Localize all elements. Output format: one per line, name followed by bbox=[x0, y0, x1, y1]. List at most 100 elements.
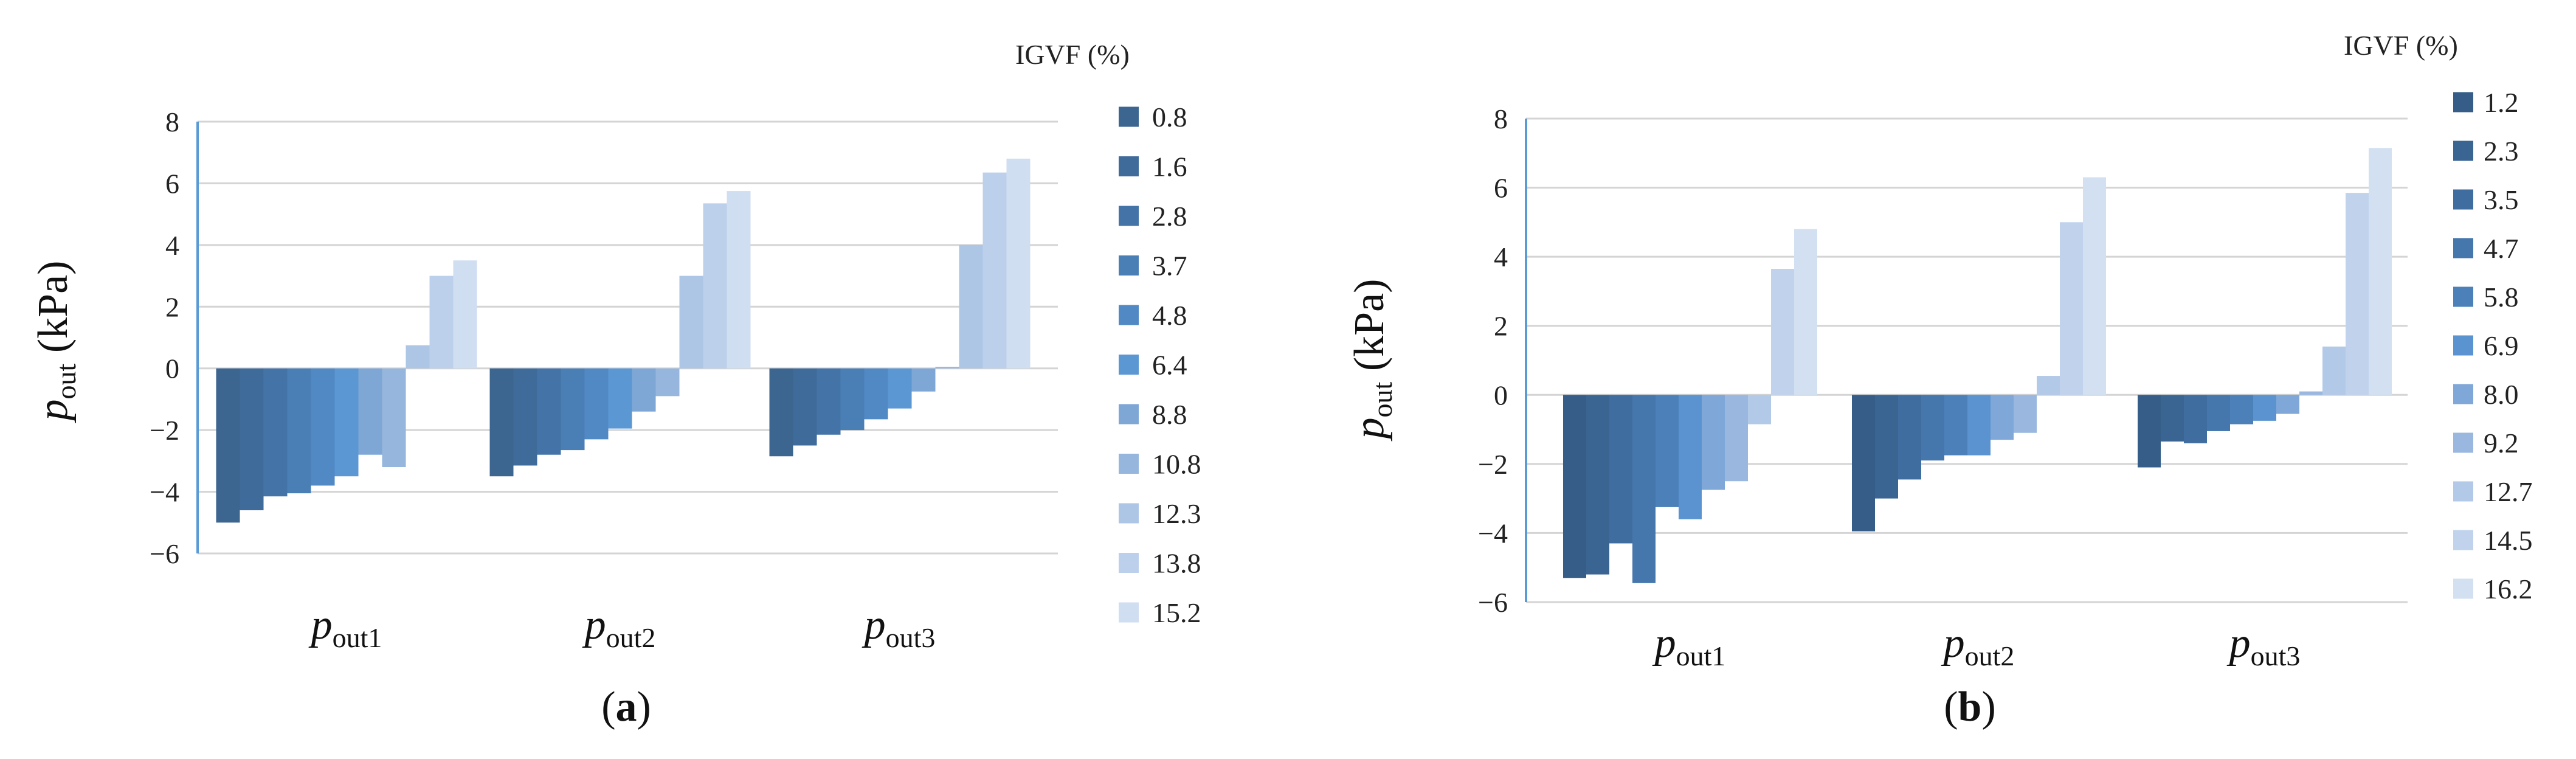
y-tick-label: 6 bbox=[165, 168, 179, 199]
x-category-label: pout3 bbox=[862, 601, 936, 653]
legend-label: 1.6 bbox=[1152, 151, 1187, 182]
bar-out3-igvf-3.7 bbox=[840, 368, 865, 431]
y-tick-label: −4 bbox=[1478, 518, 1508, 549]
legend-label: 14.5 bbox=[2484, 525, 2533, 556]
y-tick-label: 4 bbox=[1494, 241, 1508, 272]
bar-out1-igvf-9.2 bbox=[1725, 395, 1748, 482]
bar-out2-igvf-8.8 bbox=[632, 368, 656, 412]
bar-out3-igvf-3.5 bbox=[2184, 395, 2207, 443]
bar-out2-igvf-1.2 bbox=[1852, 395, 1875, 532]
bar-out3-igvf-8.8 bbox=[911, 368, 936, 392]
x-category-label: pout1 bbox=[1652, 620, 1726, 671]
legend-label: 6.9 bbox=[2484, 330, 2519, 361]
legend-label: 9.2 bbox=[2484, 428, 2519, 459]
bar-out1-igvf-1.2 bbox=[1563, 395, 1586, 578]
bar-out2-igvf-4.8 bbox=[584, 368, 609, 440]
bar-out1-igvf-8.8 bbox=[358, 368, 382, 455]
legend-swatch bbox=[2453, 238, 2473, 258]
y-tick-label: 0 bbox=[1494, 379, 1508, 411]
bar-out3-igvf-12.7 bbox=[2322, 346, 2346, 395]
bar-out2-igvf-15.2 bbox=[727, 191, 751, 369]
bar-out1-igvf-14.5 bbox=[1771, 269, 1794, 395]
bar-out2-igvf-6.4 bbox=[608, 368, 632, 429]
bar-out3-igvf-6.9 bbox=[2253, 395, 2276, 421]
y-tick-label: 2 bbox=[1494, 311, 1508, 342]
legend-swatch bbox=[1119, 454, 1139, 474]
bar-out1-igvf-10.8 bbox=[382, 368, 406, 467]
legend-swatch bbox=[1119, 305, 1139, 325]
legend-label: 2.3 bbox=[2484, 136, 2519, 167]
bar-out3-igvf-5.8 bbox=[2230, 395, 2253, 425]
legend-swatch bbox=[1119, 355, 1139, 375]
legend-label: 4.7 bbox=[2484, 233, 2519, 264]
bar-out2-igvf-9.2 bbox=[2014, 395, 2037, 433]
y-tick-label: −6 bbox=[150, 538, 179, 569]
bar-out3-igvf-13.8 bbox=[982, 172, 1007, 369]
legend-label: 4.8 bbox=[1152, 300, 1187, 331]
y-tick-label: 0 bbox=[165, 353, 179, 384]
bar-out2-igvf-10.8 bbox=[655, 368, 680, 397]
bar-out3-igvf-4.7 bbox=[2207, 395, 2230, 431]
legend-swatch bbox=[1119, 255, 1139, 276]
legend-swatch bbox=[1119, 503, 1139, 524]
bar-out3-igvf-1.2 bbox=[2138, 395, 2161, 468]
bar-out3-igvf-10.8 bbox=[935, 367, 959, 369]
bar-out3-igvf-15.2 bbox=[1006, 158, 1031, 369]
panel-label: (a) bbox=[601, 684, 651, 730]
bar-out1-igvf-12.7 bbox=[1748, 395, 1771, 425]
bar-out1-igvf-1.6 bbox=[240, 368, 264, 510]
y-tick-label: −4 bbox=[150, 477, 179, 508]
y-tick-label: 8 bbox=[1494, 103, 1508, 134]
y-tick-label: −2 bbox=[1478, 449, 1508, 480]
y-axis-title: pout (kPa) bbox=[1346, 279, 1398, 442]
bar-out3-igvf-0.8 bbox=[769, 368, 793, 457]
bar-out1-igvf-16.2 bbox=[1794, 229, 1817, 395]
legend-label: 16.2 bbox=[2484, 574, 2533, 605]
bar-out1-igvf-2.8 bbox=[263, 368, 288, 497]
bar-out3-igvf-16.2 bbox=[2369, 148, 2392, 395]
bar-out2-igvf-13.8 bbox=[703, 203, 727, 369]
y-tick-label: 4 bbox=[165, 230, 179, 261]
x-category-label: pout2 bbox=[582, 601, 656, 653]
bar-out2-igvf-2.8 bbox=[537, 368, 561, 455]
y-tick-label: −2 bbox=[150, 415, 179, 446]
bar-out3-igvf-2.8 bbox=[817, 368, 841, 435]
bar-out1-igvf-13.8 bbox=[429, 276, 454, 369]
y-tick-label: −6 bbox=[1478, 587, 1508, 618]
legend-label: 3.7 bbox=[1152, 251, 1187, 282]
bar-out1-igvf-6.9 bbox=[1679, 395, 1702, 519]
legend-label: 2.8 bbox=[1152, 201, 1187, 232]
bar-out3-igvf-1.6 bbox=[793, 368, 817, 446]
legend-label: 8.0 bbox=[2484, 379, 2519, 410]
x-category-label: pout3 bbox=[2226, 620, 2301, 671]
bar-out1-igvf-2.3 bbox=[1586, 395, 1609, 575]
bar-out2-igvf-16.2 bbox=[2083, 177, 2106, 395]
legend-swatch bbox=[2453, 286, 2473, 307]
legend-swatch bbox=[1119, 206, 1139, 226]
legend-swatch bbox=[2453, 92, 2473, 113]
y-axis-title: pout (kPa) bbox=[30, 261, 81, 424]
bar-out3-igvf-12.3 bbox=[959, 244, 983, 369]
y-tick-label: 2 bbox=[165, 291, 179, 322]
bar-out3-igvf-8.0 bbox=[2276, 395, 2299, 414]
bar-out1-igvf-12.3 bbox=[406, 345, 430, 369]
legend-swatch bbox=[2453, 335, 2473, 356]
legend-title: IGVF (%) bbox=[1015, 39, 1130, 70]
bar-out1-igvf-4.8 bbox=[311, 368, 335, 486]
y-tick-label: 6 bbox=[1494, 173, 1508, 204]
bar-out2-igvf-5.8 bbox=[1944, 395, 1967, 456]
legend-label: 6.4 bbox=[1152, 350, 1187, 381]
bar-out3-igvf-6.4 bbox=[888, 368, 912, 409]
panel-label: (b) bbox=[1944, 684, 1996, 730]
legend-label: 10.8 bbox=[1152, 449, 1201, 480]
bar-out2-igvf-1.6 bbox=[513, 368, 537, 466]
legend-swatch bbox=[2453, 189, 2473, 210]
bar-out3-igvf-14.5 bbox=[2346, 193, 2369, 395]
legend-title: IGVF (%) bbox=[2344, 30, 2458, 61]
bar-out2-igvf-3.5 bbox=[1898, 395, 1921, 480]
bar-out1-igvf-8.0 bbox=[1702, 395, 1725, 490]
bar-out2-igvf-4.7 bbox=[1921, 395, 1944, 461]
legend-label: 13.8 bbox=[1152, 548, 1201, 579]
legend-label: 8.8 bbox=[1152, 399, 1187, 430]
